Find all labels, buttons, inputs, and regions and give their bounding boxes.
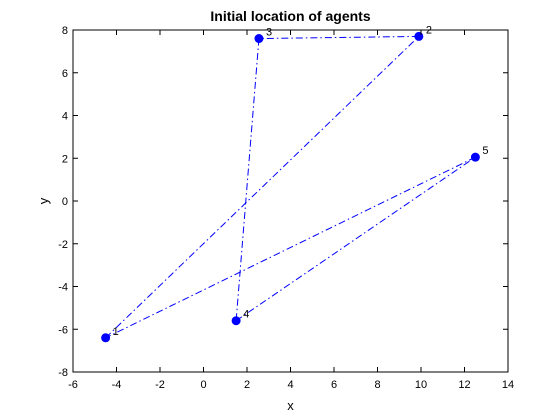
connection-line-4-5 [235,156,476,322]
agent-label-4: 4 [243,309,249,321]
x-tick-label: 14 [502,379,514,391]
agent-points: 1 2 3 4 5 [101,24,489,343]
x-tick-label: 10 [415,379,427,391]
y-tick-label: 4 [62,111,68,123]
y-tick-label: 2 [62,153,68,165]
agent-point-4 [231,316,241,326]
x-tick-label: 12 [458,379,470,391]
x-tick-label: 6 [331,379,337,391]
agent-label-2: 2 [426,24,432,36]
agent-connections [105,35,476,339]
x-tick-label: 8 [374,379,380,391]
agent-label-1: 1 [113,326,119,338]
agent-point-3 [254,34,264,44]
y-axis-ticks: -8 -6 -4 -2 0 2 4 6 8 [58,25,508,379]
agent-label-3: 3 [266,27,272,39]
y-tick-label: 0 [62,196,68,208]
x-tick-label: -6 [68,379,78,391]
x-axis-label: x [287,398,294,413]
agent-point-2 [414,31,424,41]
y-tick-label: 8 [62,25,68,37]
y-tick-label: -2 [58,239,68,251]
agent-point-1 [101,333,111,343]
plot-area [72,29,509,373]
connection-line-3-4 [235,38,260,321]
y-tick-label: 6 [62,68,68,80]
x-tick-label: 2 [244,379,250,391]
agent-label-5: 5 [482,145,488,157]
chart-title: Initial location of agents [210,8,370,24]
y-axis-label: y [36,197,51,204]
y-tick-label: -8 [58,367,68,379]
agent-point-5 [470,152,480,162]
connection-line-5-1 [105,156,476,339]
connection-line-2-3 [258,35,419,40]
x-axis-ticks: -6 -4 -2 0 2 4 6 8 10 12 14 [68,30,514,391]
y-tick-label: -4 [58,282,68,294]
x-tick-label: -2 [155,379,165,391]
x-tick-label: 4 [287,379,293,391]
x-tick-label: -4 [112,379,122,391]
x-tick-label: 0 [200,379,206,391]
y-tick-label: -6 [58,324,68,336]
